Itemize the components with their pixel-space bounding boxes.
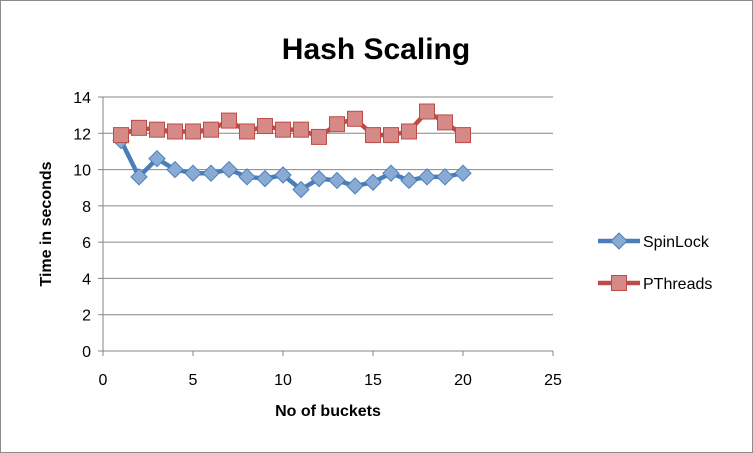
x-tick-labels: 0 5 10 15 20 25	[99, 372, 562, 389]
x-tick-label: 15	[364, 372, 382, 389]
chart-title: Hash Scaling	[282, 33, 470, 66]
data-point-pthreads	[419, 103, 435, 120]
data-point-pthreads	[383, 127, 399, 144]
data-point-spinlock	[454, 164, 472, 182]
data-point-pthreads	[239, 123, 255, 140]
data-point-spinlock	[148, 149, 166, 168]
legend-item-spinlock: SpinLock	[598, 232, 710, 251]
y-tick-label: 2	[82, 308, 91, 325]
legend-marker	[610, 232, 628, 250]
data-point-pthreads	[293, 121, 309, 138]
data-point-pthreads	[275, 121, 291, 138]
data-point-pthreads	[455, 127, 471, 144]
data-point-spinlock	[292, 180, 310, 199]
data-point-spinlock	[202, 164, 220, 182]
data-point-spinlock	[220, 160, 238, 179]
y-tick-labels: 0 2 4 6 8 10 12 14	[73, 90, 91, 361]
legend-item-pthreads: PThreads	[598, 275, 712, 293]
data-point-pthreads	[167, 123, 183, 140]
x-tick-label: 0	[99, 372, 108, 389]
data-point-spinlock	[328, 171, 346, 190]
y-tick-label: 14	[73, 90, 91, 107]
series-pthreads	[113, 103, 471, 145]
data-point-spinlock	[400, 171, 418, 190]
data-point-spinlock	[184, 164, 202, 182]
series-layer	[112, 103, 472, 199]
data-point-pthreads	[257, 118, 273, 135]
data-point-pthreads	[203, 121, 219, 138]
y-tick-label: 4	[82, 271, 91, 288]
data-point-pthreads	[401, 123, 417, 140]
data-point-spinlock	[166, 160, 184, 179]
data-point-pthreads	[437, 114, 453, 131]
legend: SpinLock PThreads	[598, 232, 712, 293]
data-point-spinlock	[238, 168, 256, 186]
data-point-spinlock	[310, 169, 328, 188]
x-tick-label: 20	[454, 372, 472, 389]
y-tick-label: 10	[73, 163, 91, 180]
x-tick-label: 10	[274, 372, 292, 389]
data-point-pthreads	[347, 110, 363, 127]
data-point-spinlock	[130, 168, 148, 186]
legend-label: PThreads	[643, 276, 712, 293]
data-point-spinlock	[382, 164, 400, 182]
data-point-spinlock	[364, 173, 382, 191]
data-point-pthreads	[329, 116, 345, 133]
data-point-spinlock	[418, 168, 436, 186]
data-point-pthreads	[365, 127, 381, 144]
data-point-spinlock	[346, 177, 364, 195]
series-spinlock	[112, 131, 472, 199]
y-tick-label: 8	[82, 199, 91, 216]
data-point-spinlock	[274, 166, 292, 184]
x-axis-title: No of buckets	[275, 403, 381, 420]
data-point-spinlock	[436, 168, 454, 186]
data-point-pthreads	[149, 121, 165, 138]
y-axis-title: Time in seconds	[38, 161, 55, 286]
y-tick-label: 0	[82, 344, 91, 361]
data-point-pthreads	[221, 112, 237, 129]
data-point-pthreads	[131, 119, 147, 136]
x-tick-label: 25	[544, 372, 562, 389]
data-point-pthreads	[185, 123, 201, 140]
x-tick-label: 5	[189, 372, 198, 389]
y-tick-label: 6	[82, 235, 91, 252]
y-tick-label: 12	[73, 126, 91, 143]
legend-marker	[611, 275, 627, 291]
data-point-spinlock	[256, 169, 274, 188]
data-point-pthreads	[113, 127, 129, 144]
legend-label: SpinLock	[643, 234, 710, 251]
data-point-pthreads	[311, 128, 327, 145]
